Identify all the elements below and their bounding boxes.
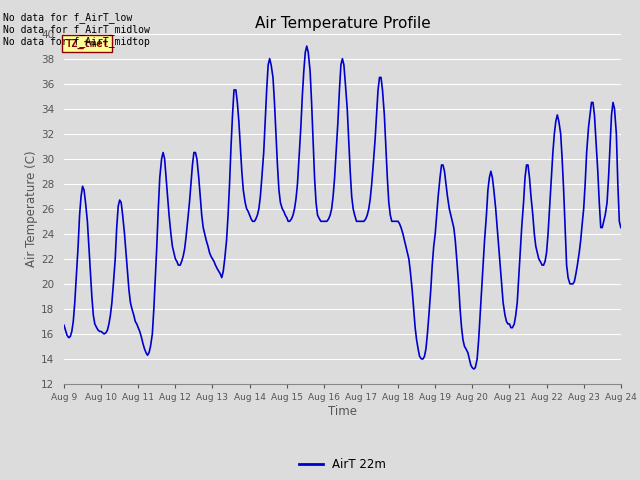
X-axis label: Time: Time [328,405,357,418]
Legend: AirT 22m: AirT 22m [294,454,390,476]
Text: No data for f_AirT_midlow: No data for f_AirT_midlow [3,24,150,35]
Title: Air Temperature Profile: Air Temperature Profile [255,16,430,31]
Text: No data for f_AirT_midtop: No data for f_AirT_midtop [3,36,150,47]
Text: TZ_tmet: TZ_tmet [65,38,109,49]
Y-axis label: Air Temperature (C): Air Temperature (C) [25,151,38,267]
Text: No data for f_AirT_low: No data for f_AirT_low [3,12,132,23]
